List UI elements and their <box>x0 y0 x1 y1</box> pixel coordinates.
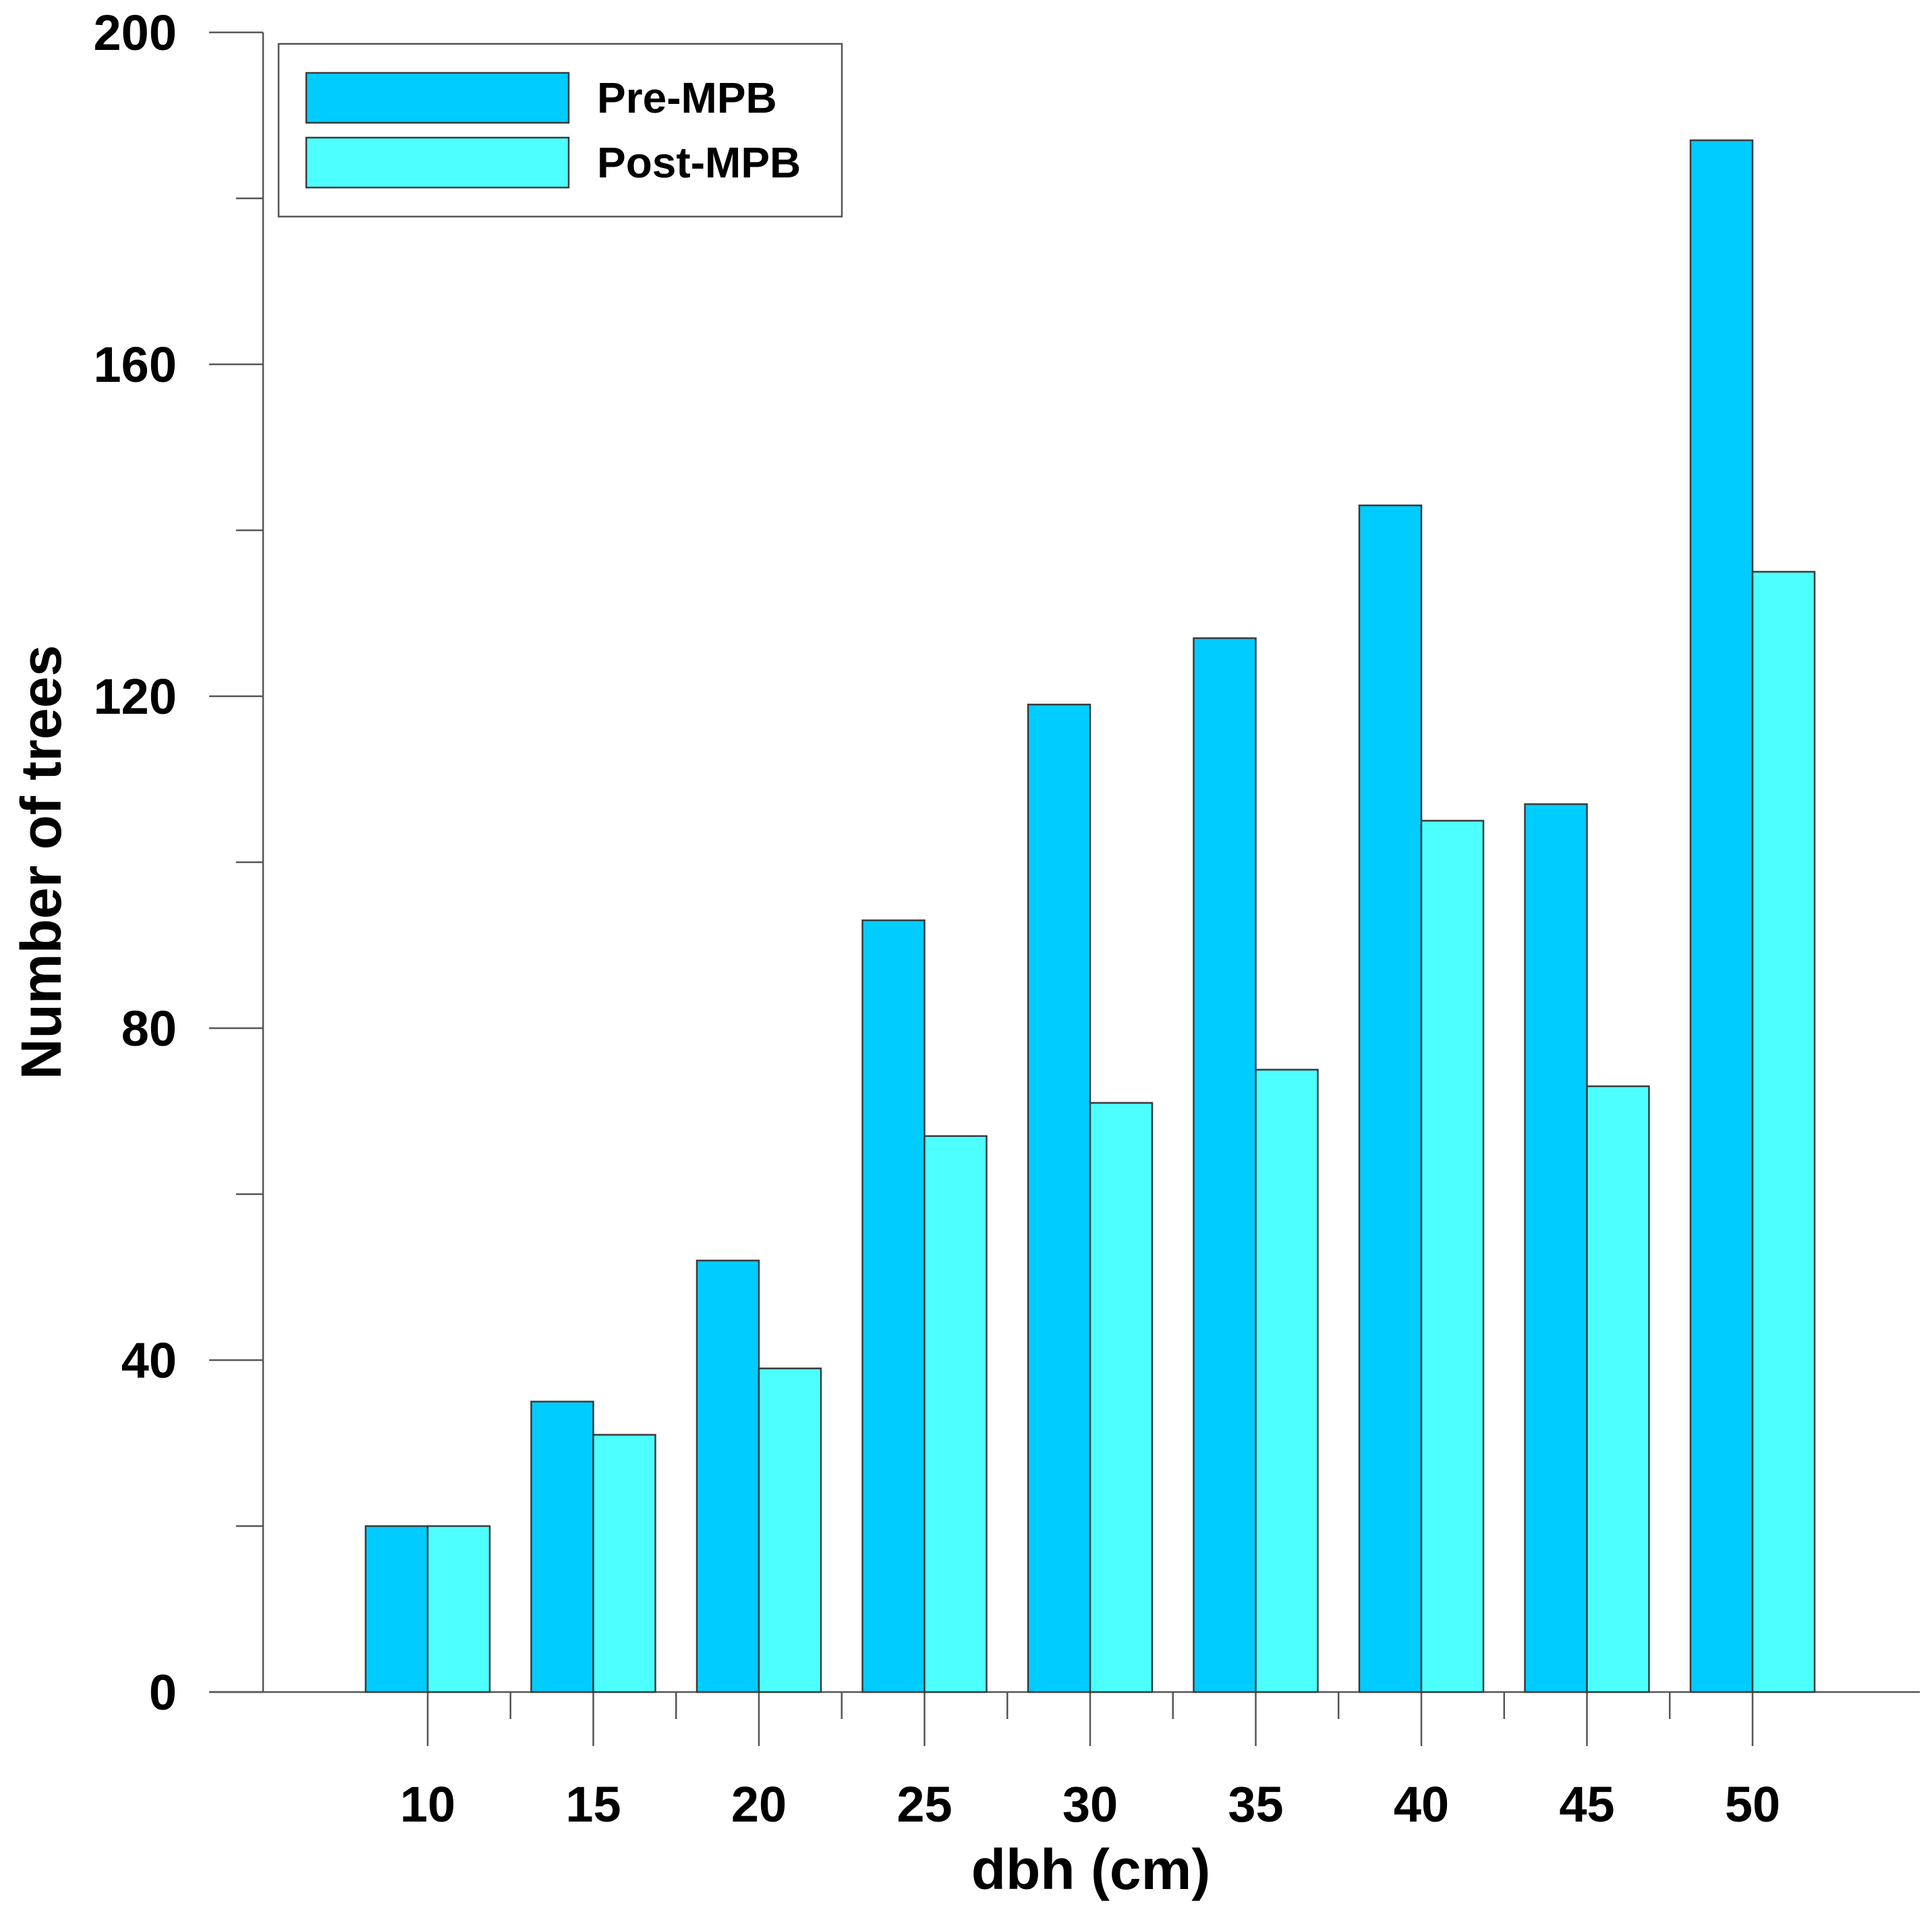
x-tick-label: 45 <box>1559 1776 1614 1832</box>
bars <box>364 139 1816 1693</box>
bar-pre-mpb-45 <box>1524 803 1588 1693</box>
bar-post-mpb-35 <box>1255 1069 1319 1693</box>
legend-swatch-pre-mpb <box>305 72 570 124</box>
bar-pre-mpb-20 <box>695 1260 760 1693</box>
x-tick-label: 40 <box>1394 1776 1449 1832</box>
y-axis-ticks: 0 40 80 120 160 200 <box>94 5 263 1720</box>
x-axis-ticks: 10 15 20 25 30 35 40 45 50 <box>400 1692 1780 1832</box>
bar-post-mpb-25 <box>924 1135 988 1693</box>
y-axis-title: Number of trees <box>9 645 73 1079</box>
bar-pre-mpb-25 <box>861 919 926 1693</box>
y-tick-label: 40 <box>121 1332 177 1388</box>
x-tick-label: 10 <box>400 1776 455 1832</box>
legend: Pre-MPB Post-MPB <box>277 43 843 218</box>
bar-post-mpb-40 <box>1420 820 1485 1693</box>
legend-swatch-post-mpb <box>305 136 570 189</box>
bar-pre-mpb-50 <box>1689 139 1754 1693</box>
legend-box <box>277 43 843 218</box>
y-tick-label: 0 <box>149 1664 177 1720</box>
x-tick-label: 30 <box>1062 1776 1118 1832</box>
bar-pre-mpb-10 <box>364 1525 429 1693</box>
y-tick-label: 200 <box>94 5 177 61</box>
bar-pre-mpb-35 <box>1193 637 1257 1693</box>
x-tick-label: 15 <box>565 1776 621 1832</box>
bar-post-mpb-45 <box>1586 1085 1650 1693</box>
y-tick-label: 120 <box>94 669 177 725</box>
x-axis-title: dbh (cm) <box>971 1838 1211 1901</box>
legend-label-post-mpb: Post-MPB <box>597 138 801 187</box>
bar-pre-mpb-30 <box>1027 704 1091 1693</box>
bar-pre-mpb-40 <box>1358 504 1423 1693</box>
bar-post-mpb-20 <box>758 1368 822 1693</box>
y-tick-label: 160 <box>94 337 177 393</box>
bar-post-mpb-30 <box>1089 1102 1154 1693</box>
legend-label-pre-mpb: Pre-MPB <box>597 74 777 122</box>
bar-post-mpb-50 <box>1751 571 1816 1693</box>
x-tick-label: 20 <box>731 1776 787 1832</box>
bar-post-mpb-15 <box>592 1434 656 1693</box>
bar-pre-mpb-15 <box>530 1401 594 1693</box>
x-tick-label: 25 <box>897 1776 952 1832</box>
x-tick-label: 50 <box>1725 1776 1780 1832</box>
y-tick-label: 80 <box>121 1001 177 1057</box>
bar-post-mpb-10 <box>426 1525 491 1693</box>
x-tick-label: 35 <box>1228 1776 1283 1832</box>
